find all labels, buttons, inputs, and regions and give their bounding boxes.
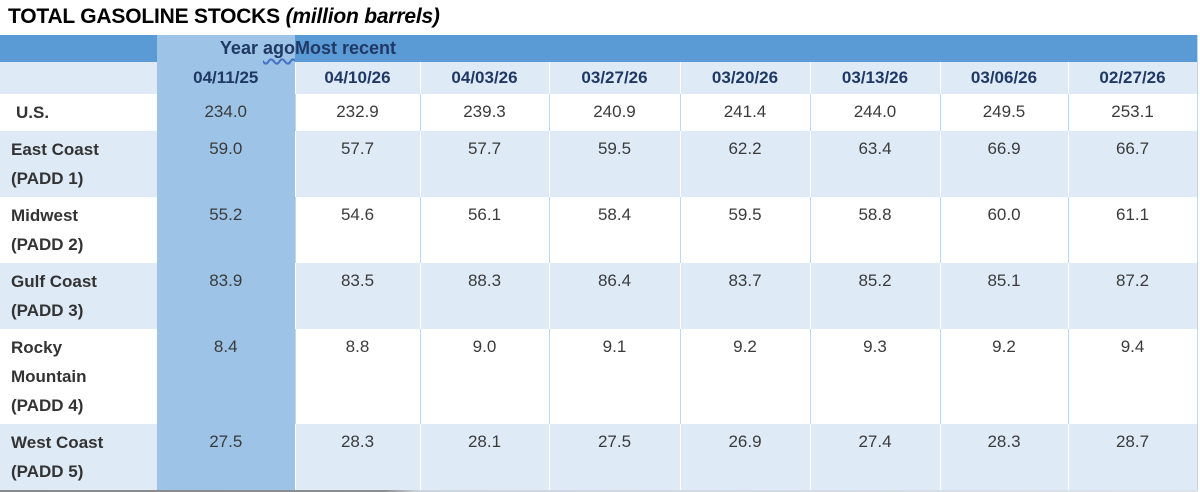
value-cell: 66.9	[939, 131, 1068, 197]
value-cell: 9.4	[1067, 329, 1198, 424]
table-row: West Coast (PADD 5) 27.5 28.3 28.1 27.5 26.9 27…	[0, 424, 1198, 490]
value-cell: 28.1	[419, 424, 549, 490]
year-ago-value: 55.2	[157, 197, 295, 263]
value-cell: 63.4	[809, 131, 940, 197]
date-column-header: 03/27/26	[548, 62, 680, 94]
value-cell: 9.2	[939, 329, 1068, 424]
value-cell: 54.6	[294, 197, 420, 263]
row-label: West Coast (PADD 5)	[0, 424, 157, 490]
value-cell: 28.3	[939, 424, 1068, 490]
year-ago-value: 59.0	[157, 131, 295, 197]
year-ago-value: 8.4	[157, 329, 295, 424]
value-cell: 86.4	[548, 263, 680, 329]
value-cell: 9.2	[679, 329, 810, 424]
value-cell: 28.3	[294, 424, 420, 490]
value-cell: 239.3	[419, 94, 549, 131]
date-column-header: 02/27/26	[1067, 62, 1198, 94]
value-cell: 9.3	[809, 329, 940, 424]
value-cell: 66.7	[1067, 131, 1198, 197]
value-cell: 253.1	[1067, 94, 1198, 131]
value-cell: 59.5	[548, 131, 680, 197]
value-cell: 85.1	[939, 263, 1068, 329]
row-label: East Coast (PADD 1)	[0, 131, 157, 197]
most-recent-header: Most recent	[295, 35, 1198, 62]
table-row: Gulf Coast (PADD 3) 83.9 83.5 88.3 86.4 83.7 85…	[0, 263, 1198, 329]
value-cell: 26.9	[679, 424, 810, 490]
page-title: TOTAL GASOLINE STOCKS (million barrels)	[8, 5, 1200, 29]
row-label-line: (PADD 1)	[11, 169, 84, 188]
row-label-line: (PADD 5)	[11, 462, 84, 481]
row-label-line: East Coast	[11, 140, 99, 159]
row-label: Midwest (PADD 2)	[0, 197, 157, 263]
row-label: U.S.	[0, 94, 157, 131]
date-row-corner-cell	[0, 62, 157, 94]
gasoline-stocks-table: Year ago Most recent 04/11/25 04/10/26 0…	[0, 35, 1198, 490]
group-header-row: Year ago Most recent	[0, 35, 1198, 62]
value-cell: 244.0	[809, 94, 940, 131]
table-row: East Coast (PADD 1) 59.0 57.7 57.7 59.5 62.2 63…	[0, 131, 1198, 197]
date-column-header: 04/03/26	[419, 62, 549, 94]
value-cell: 83.5	[294, 263, 420, 329]
value-cell: 27.4	[809, 424, 940, 490]
date-column-header: 03/13/26	[809, 62, 940, 94]
value-cell: 9.1	[548, 329, 680, 424]
table-row: Rocky Mountain (PADD 4) 8.4 8.8 9.0 9.1 9.2 9.3 9…	[0, 329, 1198, 424]
value-cell: 56.1	[419, 197, 549, 263]
table-row: Midwest (PADD 2) 55.2 54.6 56.1 58.4 59.5 58.8 6…	[0, 197, 1198, 263]
corner-header-cell	[0, 35, 157, 62]
row-label-line: Gulf Coast	[11, 272, 97, 291]
value-cell: 58.8	[809, 197, 940, 263]
year-ago-header: Year ago	[157, 35, 295, 62]
row-label: Gulf Coast (PADD 3)	[0, 263, 157, 329]
year-ago-word-misspelled: ago	[262, 38, 295, 58]
value-cell: 57.7	[419, 131, 549, 197]
value-cell: 59.5	[679, 197, 810, 263]
value-cell: 57.7	[294, 131, 420, 197]
value-cell: 58.4	[548, 197, 680, 263]
value-cell: 85.2	[809, 263, 940, 329]
value-cell: 232.9	[294, 94, 420, 131]
row-label-line: U.S.	[16, 103, 50, 122]
year-ago-value: 83.9	[157, 263, 295, 329]
value-cell: 61.1	[1067, 197, 1198, 263]
value-cell: 8.8	[294, 329, 420, 424]
title-unit: (million barrels)	[285, 5, 440, 28]
year-ago-date: 04/11/25	[157, 62, 295, 94]
row-label: Rocky Mountain (PADD 4)	[0, 329, 157, 424]
value-cell: 241.4	[679, 94, 810, 131]
row-label-line: West Coast	[11, 433, 104, 452]
value-cell: 27.5	[548, 424, 680, 490]
value-cell: 28.7	[1067, 424, 1198, 490]
value-cell: 87.2	[1067, 263, 1198, 329]
value-cell: 249.5	[939, 94, 1068, 131]
year-ago-value: 27.5	[157, 424, 295, 490]
year-ago-value: 234.0	[157, 94, 295, 131]
year-ago-word: Year	[219, 38, 258, 58]
value-cell: 83.7	[679, 263, 810, 329]
value-cell: 62.2	[679, 131, 810, 197]
value-cell: 60.0	[939, 197, 1068, 263]
row-label-line: Rocky	[11, 338, 63, 357]
row-label-line: (PADD 4)	[11, 396, 84, 415]
title-text: TOTAL GASOLINE STOCKS	[8, 5, 280, 28]
row-label-line: (PADD 3)	[11, 301, 84, 320]
row-label-line: (PADD 2)	[11, 235, 84, 254]
date-column-header: 03/20/26	[679, 62, 810, 94]
date-header-row: 04/11/25 04/10/26 04/03/26 03/27/26 03/2…	[0, 62, 1198, 94]
table-row: U.S. 234.0 232.9 239.3 240.9 241.4 244.0 249.5 2…	[0, 94, 1198, 131]
row-label-line: Mountain	[11, 367, 87, 386]
page: TOTAL GASOLINE STOCKS (million barrels) …	[0, 5, 1200, 492]
row-label-line: Midwest	[11, 206, 79, 225]
value-cell: 88.3	[419, 263, 549, 329]
table-body: U.S. 234.0 232.9 239.3 240.9 241.4 244.0 249.5 2…	[0, 94, 1198, 490]
value-cell: 9.0	[419, 329, 549, 424]
date-column-header: 03/06/26	[939, 62, 1068, 94]
value-cell: 240.9	[548, 94, 680, 131]
date-column-header: 04/10/26	[294, 62, 420, 94]
